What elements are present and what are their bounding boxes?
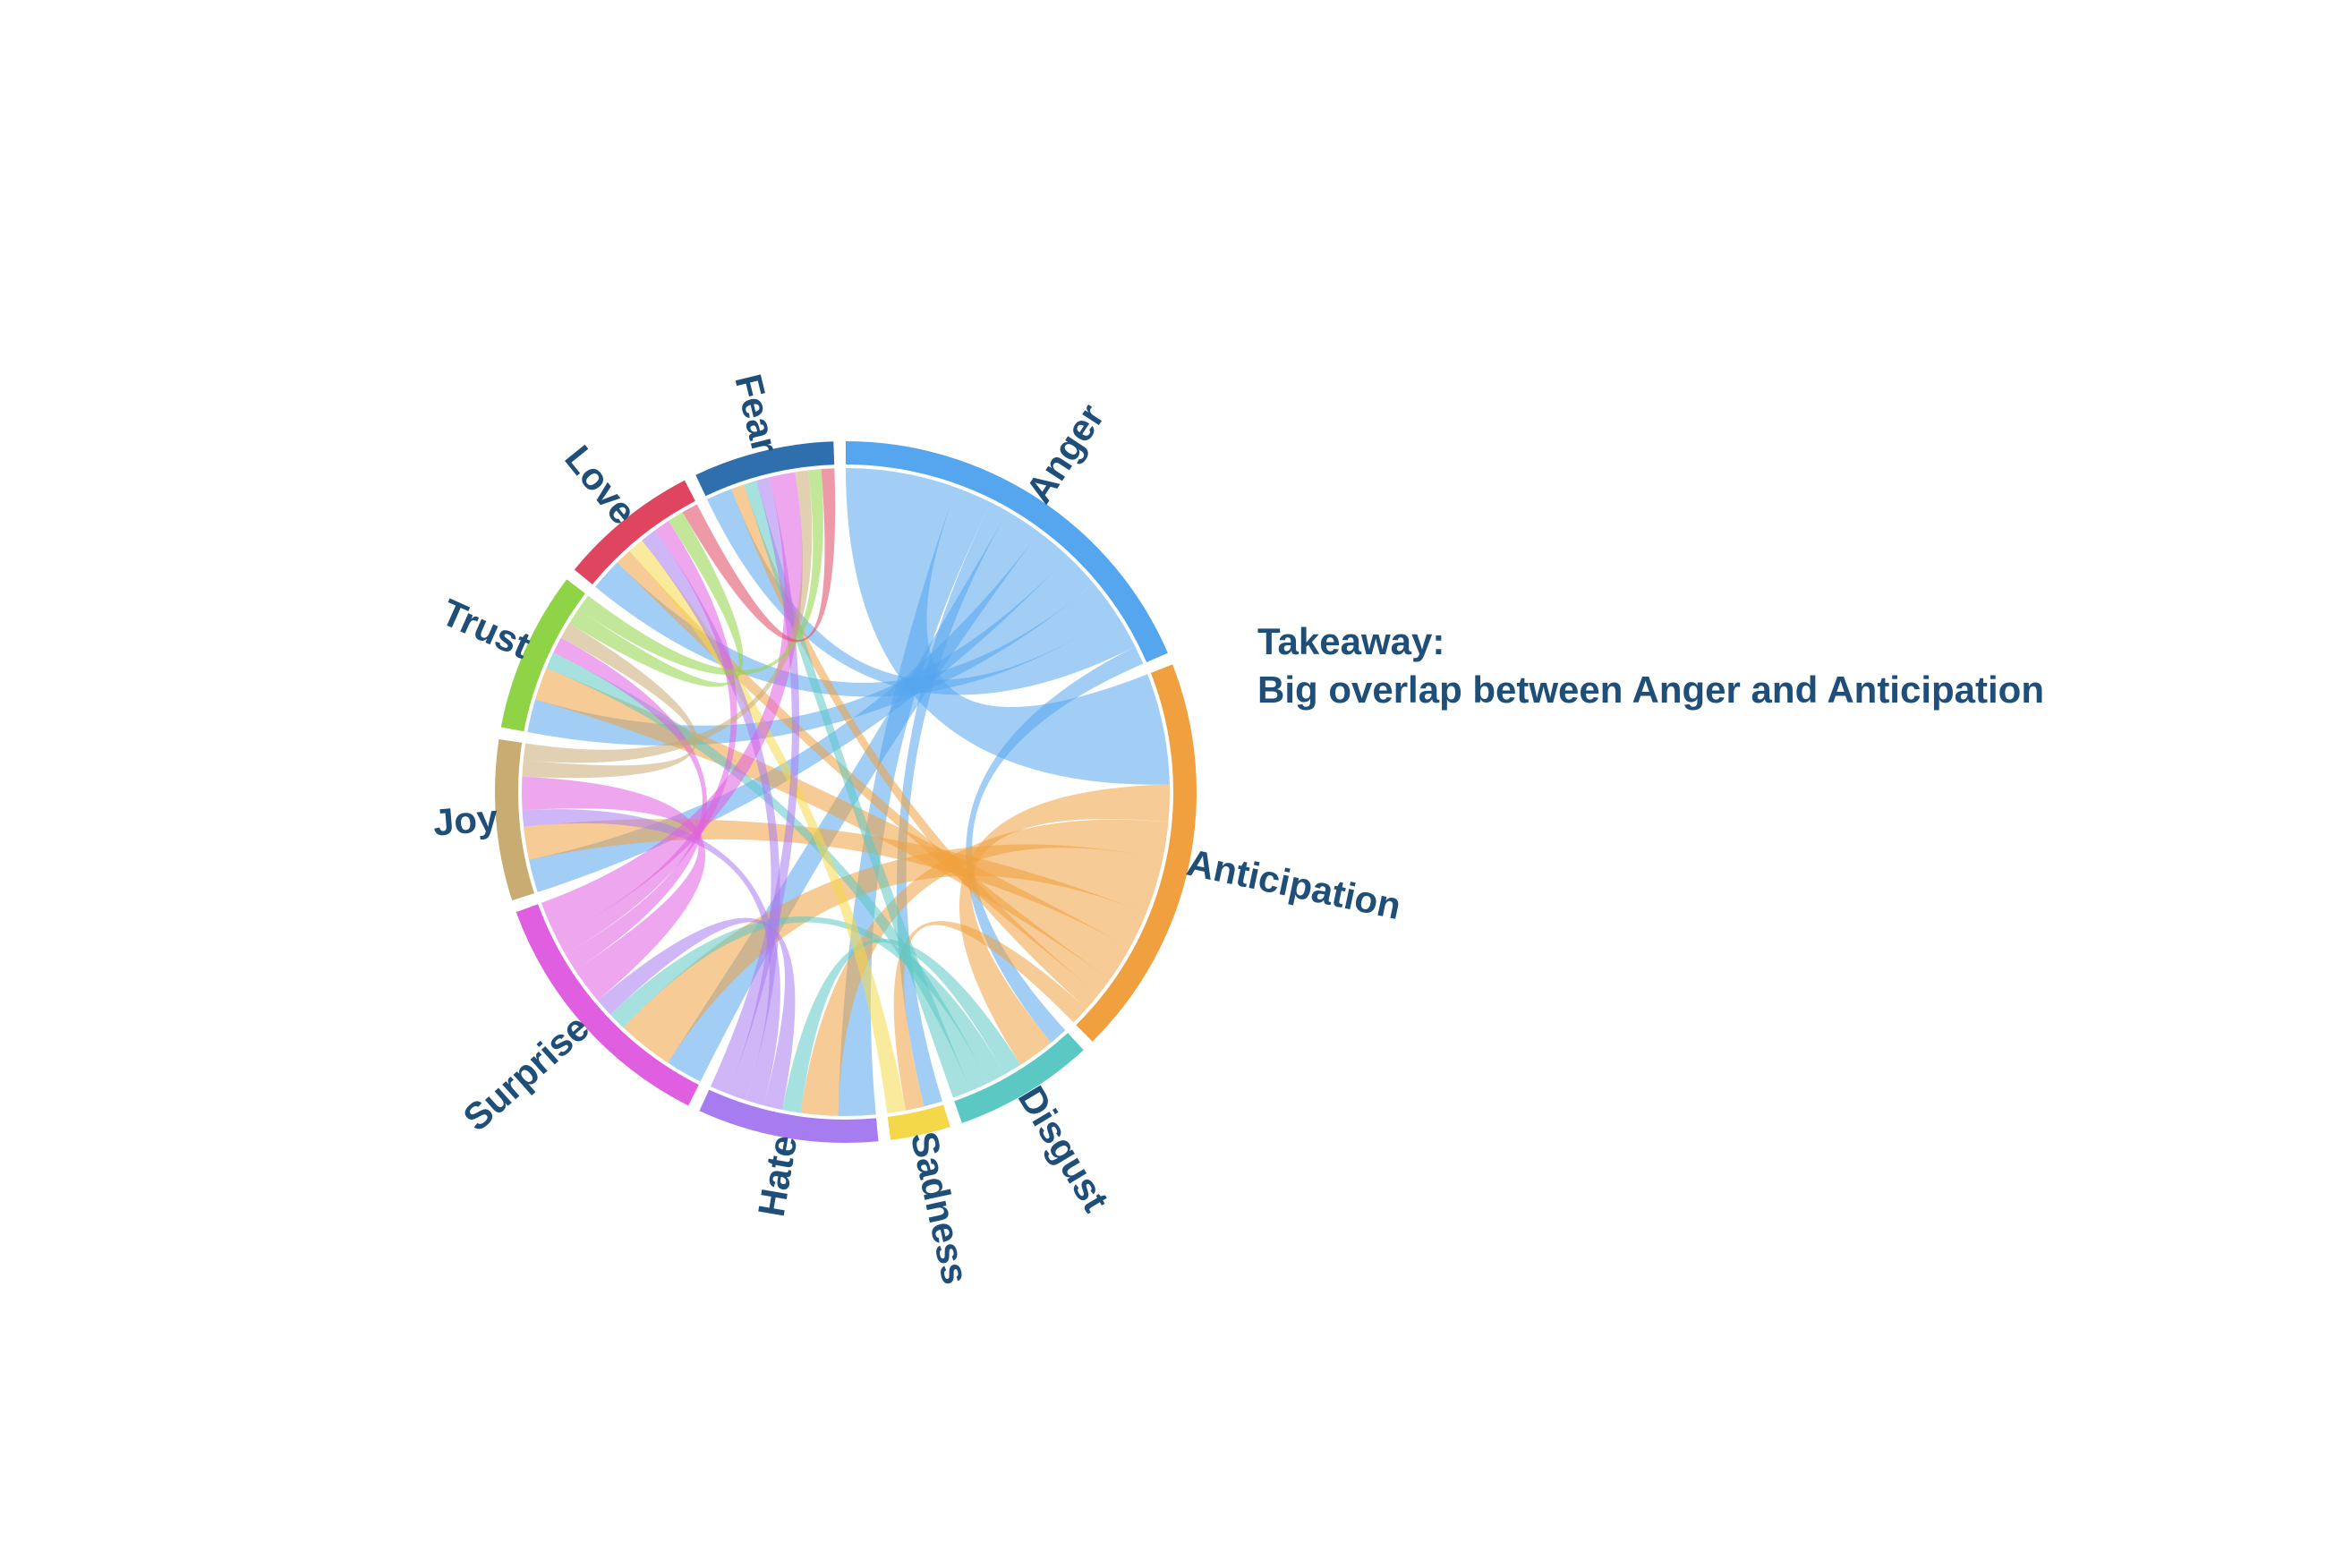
group-arc-fear	[695, 441, 835, 497]
group-arc-sadness	[887, 1104, 950, 1140]
chord-ribbons	[522, 468, 1170, 1116]
ribbon-anger-trust	[527, 556, 1095, 746]
ribbon-anticipation-disgust	[959, 784, 1170, 1065]
ribbon-hate-fear	[710, 477, 800, 1095]
ribbon-anticipation-love	[617, 550, 1111, 995]
ribbon-anger-disgust	[966, 646, 1144, 1043]
ribbon-surprise-fear	[541, 472, 803, 938]
group-arc-trust	[500, 579, 585, 732]
group-label-joy: Joy	[431, 797, 500, 844]
ribbon-hate-joy	[522, 809, 780, 1106]
group-label-anger: Anger	[1018, 396, 1112, 510]
ribbon-anticipation-joy	[524, 819, 1146, 948]
group-arc-love	[574, 480, 695, 585]
takeaway-heading: Takeaway:	[1257, 620, 1445, 662]
group-label-trust: Trust	[436, 591, 537, 667]
ribbon-surprise-trust	[553, 637, 707, 970]
group-label-surprise: Surprise	[456, 1006, 598, 1138]
group-arc-joy	[495, 738, 534, 901]
ribbon-surprise-joy	[522, 776, 706, 1001]
group-arc-anticipation	[1076, 664, 1197, 1042]
ribbon-anticipation-hate	[800, 819, 1169, 1116]
group-arc-disgust	[954, 1033, 1084, 1123]
chord-group-arcs	[495, 441, 1197, 1144]
group-arc-surprise	[516, 904, 699, 1106]
ribbon-surprise-love	[556, 520, 737, 955]
ribbon-hate-surprise	[597, 917, 796, 1110]
ribbon-anger-hate	[838, 487, 992, 1116]
group-arc-anger	[846, 441, 1168, 662]
ribbon-love-fear	[682, 468, 836, 643]
takeaway-text: Big overlap between Anger and Anticipati…	[1257, 669, 2044, 711]
group-label-hate: Hate	[750, 1132, 805, 1220]
group-label-anticipation: Anticipation	[1183, 841, 1404, 927]
ribbon-trust-love	[569, 512, 744, 687]
ribbon-joy-trust	[522, 623, 697, 779]
takeaway-annotation: Takeaway: Big overlap between Anger and …	[1257, 618, 2044, 714]
group-label-fear: Fear	[727, 370, 787, 456]
ribbon-anticipation-sadness	[893, 921, 1087, 1111]
ribbon-anger-joy	[529, 532, 1069, 892]
group-label-sadness: Sadness	[903, 1128, 977, 1288]
ribbon-anger-fear	[707, 489, 1136, 695]
group-arc-hate	[699, 1089, 879, 1144]
group-label-disgust: Disgust	[1010, 1078, 1118, 1218]
ribbon-anticipation-surprise	[623, 844, 1163, 1063]
